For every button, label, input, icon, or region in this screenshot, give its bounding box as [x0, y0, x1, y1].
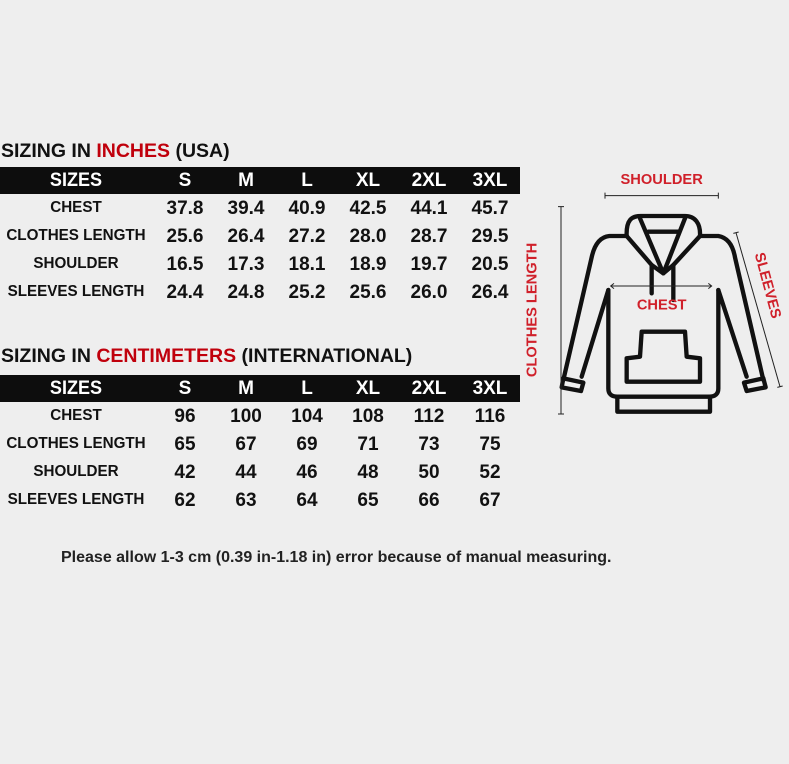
inches-title-suffix: (USA)	[170, 140, 230, 162]
value-cell: 73	[418, 434, 440, 455]
header-cell: 2XL	[411, 378, 447, 399]
value-cell: 20.5	[471, 254, 509, 275]
inches-title-prefix: SIZING IN	[1, 140, 97, 162]
row-label: CHEST	[50, 407, 102, 424]
value-cell: 42.5	[349, 198, 387, 219]
hoodie-diagram-icon: SHOULDER CHEST CLOTHES LENGTH SLEEVES	[525, 172, 784, 415]
sleeves-label: SLEEVES	[751, 251, 784, 321]
value-cell: 24.4	[166, 282, 204, 303]
value-cell: 67	[479, 490, 501, 511]
value-cell: 75	[479, 434, 501, 455]
header-cell: L	[301, 378, 313, 399]
value-cell: 25.2	[288, 282, 326, 303]
value-cell: 66	[418, 490, 440, 511]
header-cell: 3XL	[472, 378, 508, 399]
value-cell: 37.8	[166, 198, 204, 219]
header-cell: M	[238, 378, 254, 399]
header-cell: S	[178, 170, 192, 191]
value-cell: 52	[479, 462, 501, 483]
table-row: CHEST 37.8 39.4 40.9 42.5 44.1 45.7	[0, 196, 520, 224]
value-cell: 71	[357, 434, 379, 455]
header-cell: XL	[355, 170, 381, 191]
header-cell: 2XL	[411, 170, 447, 191]
value-cell: 108	[352, 406, 384, 427]
table-row: SHOULDER 16.5 17.3 18.1 18.9 19.7 20.5	[0, 252, 520, 280]
value-cell: 25.6	[166, 226, 204, 247]
header-cell: M	[238, 170, 254, 191]
header-cell: SIZES	[49, 378, 103, 399]
header-cell: L	[301, 170, 313, 191]
value-cell: 112	[413, 406, 445, 427]
centimeters-title-prefix: SIZING IN	[1, 345, 97, 367]
centimeters-title-suffix: (INTERNATIONAL)	[236, 345, 413, 367]
header-cell: 3XL	[472, 170, 508, 191]
inches-header-row: SIZES S M L XL 2XL 3XL	[0, 167, 520, 194]
value-cell: 50	[418, 462, 440, 483]
value-cell: 96	[174, 406, 196, 427]
value-cell: 40.9	[288, 198, 326, 219]
value-cell: 100	[230, 406, 262, 427]
inches-title: SIZING IN INCHES (USA)	[1, 140, 230, 163]
value-cell: 67	[235, 434, 257, 455]
row-label: SLEEVES LENGTH	[7, 283, 145, 300]
value-cell: 19.7	[410, 254, 448, 275]
chest-label: CHEST	[637, 297, 687, 313]
value-cell: 17.3	[227, 254, 265, 275]
value-cell: 64	[296, 490, 318, 511]
value-cell: 45.7	[471, 198, 509, 219]
row-label: SHOULDER	[33, 255, 119, 272]
table-row: CLOTHES LENGTH 65 67 69 71 73 75	[0, 432, 520, 460]
value-cell: 28.7	[410, 226, 448, 247]
table-row: SLEEVES LENGTH 62 63 64 65 66 67	[0, 488, 520, 516]
value-cell: 104	[291, 406, 323, 427]
value-cell: 116	[474, 406, 506, 427]
value-cell: 29.5	[471, 226, 509, 247]
table-row: CHEST 96 100 104 108 112 116	[0, 404, 520, 432]
value-cell: 48	[357, 462, 379, 483]
value-cell: 16.5	[166, 254, 204, 275]
value-cell: 26.0	[410, 282, 448, 303]
row-label: CHEST	[50, 199, 102, 216]
value-cell: 39.4	[227, 198, 265, 219]
value-cell: 44.1	[410, 198, 448, 219]
header-cell: SIZES	[49, 170, 103, 191]
inches-title-highlight: INCHES	[96, 140, 171, 162]
value-cell: 26.4	[471, 282, 509, 303]
shoulder-label: SHOULDER	[621, 172, 704, 188]
table-row: CLOTHES LENGTH 25.6 26.4 27.2 28.0 28.7 29.5	[0, 224, 520, 252]
value-cell: 27.2	[288, 226, 326, 247]
value-cell: 42	[174, 462, 196, 483]
row-label: CLOTHES LENGTH	[6, 435, 146, 452]
row-label: SHOULDER	[33, 463, 119, 480]
table-row: SHOULDER 42 44 46 48 50 52	[0, 460, 520, 488]
measurement-note: Please allow 1-3 cm (0.39 in-1.18 in) er…	[61, 549, 612, 566]
value-cell: 69	[296, 434, 318, 455]
header-cell: XL	[355, 378, 381, 399]
value-cell: 25.6	[349, 282, 387, 303]
value-cell: 28.0	[349, 226, 387, 247]
centimeters-title-highlight: CENTIMETERS	[96, 345, 237, 367]
clothes-length-label: CLOTHES LENGTH	[525, 243, 541, 377]
row-label: CLOTHES LENGTH	[6, 227, 146, 244]
header-cell: S	[178, 378, 192, 399]
value-cell: 18.1	[288, 254, 326, 275]
value-cell: 24.8	[227, 282, 265, 303]
centimeters-header-row: SIZES S M L XL 2XL 3XL	[0, 375, 520, 402]
value-cell: 65	[174, 434, 196, 455]
value-cell: 63	[235, 490, 257, 511]
value-cell: 46	[296, 462, 318, 483]
table-row: SLEEVES LENGTH 24.4 24.8 25.2 25.6 26.0 26.4	[0, 280, 520, 308]
row-label: SLEEVES LENGTH	[7, 491, 145, 508]
value-cell: 44	[235, 462, 257, 483]
centimeters-title: SIZING IN CENTIMETERS (INTERNATIONAL)	[1, 345, 412, 368]
value-cell: 26.4	[227, 226, 265, 247]
value-cell: 62	[174, 490, 196, 511]
value-cell: 18.9	[349, 254, 387, 275]
value-cell: 65	[357, 490, 379, 511]
